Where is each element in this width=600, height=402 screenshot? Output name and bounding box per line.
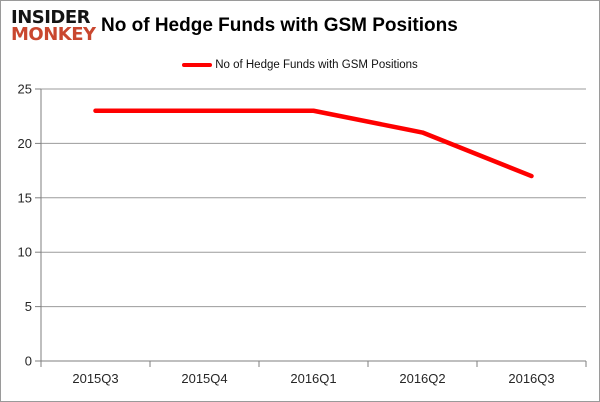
insider-monkey-logo: INSIDER MONKEY (11, 7, 96, 46)
xtick-label-2016Q2: 2016Q2 (399, 371, 445, 386)
logo-text-insider: INSIDER (11, 7, 91, 28)
logo-text-monkey: MONKEY (11, 24, 96, 46)
ytick-label-10: 10 (18, 245, 32, 260)
chart-title: No of Hedge Funds with GSM Positions (101, 15, 458, 36)
xtick-label-2016Q3: 2016Q3 (508, 371, 554, 386)
ytick-label-25: 25 (18, 82, 32, 97)
legend-line-swatch (182, 63, 213, 67)
ytick-label-0: 0 (25, 354, 32, 369)
xtick-label-2015Q4: 2015Q4 (181, 371, 227, 386)
series-line (93, 108, 534, 179)
xtick-label-2016Q1: 2016Q1 (290, 371, 336, 386)
ytick-label-5: 5 (25, 299, 32, 314)
xtick-label-2015Q3: 2015Q3 (72, 371, 118, 386)
legend-series-label: No of Hedge Funds with GSM Positions (215, 59, 418, 71)
ytick-label-20: 20 (18, 136, 32, 151)
ytick-label-15: 15 (18, 190, 32, 205)
legend: No of Hedge Funds with GSM Positions (1, 59, 599, 71)
